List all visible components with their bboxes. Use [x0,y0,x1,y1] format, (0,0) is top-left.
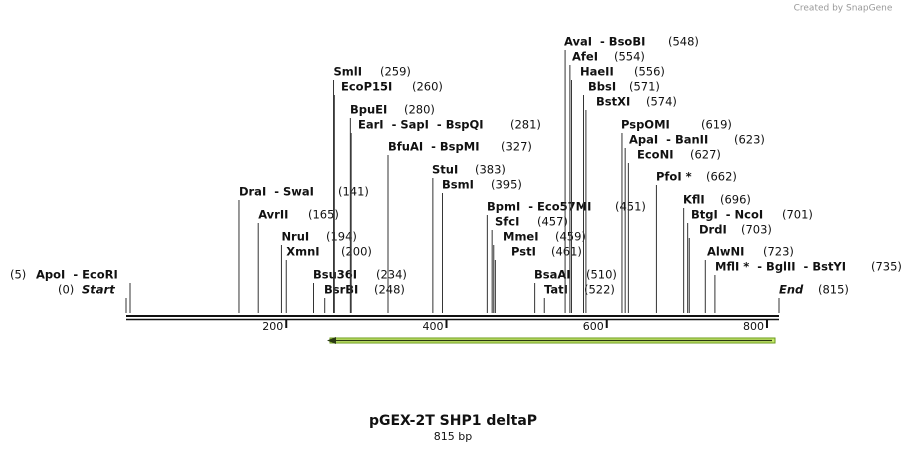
map-length: 815 bp [434,430,472,443]
site-name: ApoI - EcoRI [36,268,118,282]
site-position: (703) [741,223,772,237]
site-position: (571) [629,80,660,94]
site-name: TatI [544,283,568,297]
site-name: EcoNI [637,148,673,162]
site-name: SmlI [334,65,363,79]
site-position: (141) [338,185,369,199]
site-position: (281) [510,118,541,132]
watermark: Created by SnapGene [794,4,893,14]
site-position: (260) [412,80,443,94]
site-position: (461) [551,245,582,259]
site-position: (554) [614,50,645,64]
site-name: Bsu36I [313,268,357,282]
site-name: EcoP15I [341,80,392,94]
site-position: (619) [701,118,732,132]
site-name: BpuEI [350,103,387,117]
site-name: BtgI - NcoI [691,208,763,222]
scale-label: 200 [262,320,283,333]
site-name: StuI [432,163,458,177]
site-position: (200) [341,245,372,259]
site-position: (459) [555,230,586,244]
site-position: (735) [871,260,902,274]
site-name: MmeI [503,230,539,244]
site-name: End [779,283,804,297]
site-name: PspOMI [621,118,670,132]
site-name: DraI - SwaI [239,185,314,199]
site-position: (701) [782,208,813,222]
site-name: AvrII [258,208,288,222]
site-name: BbsI [588,80,616,94]
site-position: (259) [380,65,411,79]
site-position: (723) [763,245,794,259]
site-name: BstXI [596,95,630,109]
site-position: (574) [646,95,677,109]
site-position: (623) [734,133,765,147]
site-name: PstI [511,245,536,259]
site-position: (627) [690,148,721,162]
site-name: AlwNI [707,245,744,259]
site-position: (165) [308,208,339,222]
site-position: (280) [404,103,435,117]
feature-arrow [327,337,776,344]
site-position: (451) [615,200,646,214]
site-position: (696) [720,193,751,207]
site-position: (522) [584,283,615,297]
site-position: (0) [58,283,74,297]
site-name: DrdI [699,223,727,237]
site-position: (395) [491,178,522,192]
site-position: (510) [586,268,617,282]
site-position: (327) [501,140,532,154]
site-name: SfcI [495,215,519,229]
site-position: (383) [475,163,506,177]
site-name: NruI [281,230,309,244]
site-name: BfuAI - BspMI [388,140,479,154]
site-name: XmnI [286,245,319,259]
site-name: BsmI [442,178,474,192]
site-position: (248) [374,283,405,297]
site-name: MflI * - BglII - BstYI [715,260,846,274]
site-name: AfeI [572,50,598,64]
map-title: pGEX-2T SHP1 deltaP [369,413,537,429]
site-name: BsaAI [534,268,571,282]
site-name: ApaI - BanII [629,133,708,147]
site-name: EarI - SapI - BspQI [358,118,484,132]
site-name: Start [82,283,115,297]
site-position: (815) [818,283,849,297]
site-position: (548) [668,35,699,49]
site-position: (457) [537,215,568,229]
site-name: KflI [683,193,705,207]
site-position: (662) [706,170,737,184]
scale-label: 800 [743,320,764,333]
site-position: (194) [326,230,357,244]
site-position: (5) [10,268,26,282]
site-name: PfoI * [656,170,692,184]
site-position: (556) [634,65,665,79]
site-name: AvaI - BsoBI [564,35,645,49]
scale-label: 400 [422,320,443,333]
site-position: (234) [376,268,407,282]
scale-label: 600 [583,320,604,333]
site-name: BsrBI [324,283,358,297]
site-name: BpmI - Eco57MI [487,200,591,214]
site-name: HaeII [580,65,614,79]
